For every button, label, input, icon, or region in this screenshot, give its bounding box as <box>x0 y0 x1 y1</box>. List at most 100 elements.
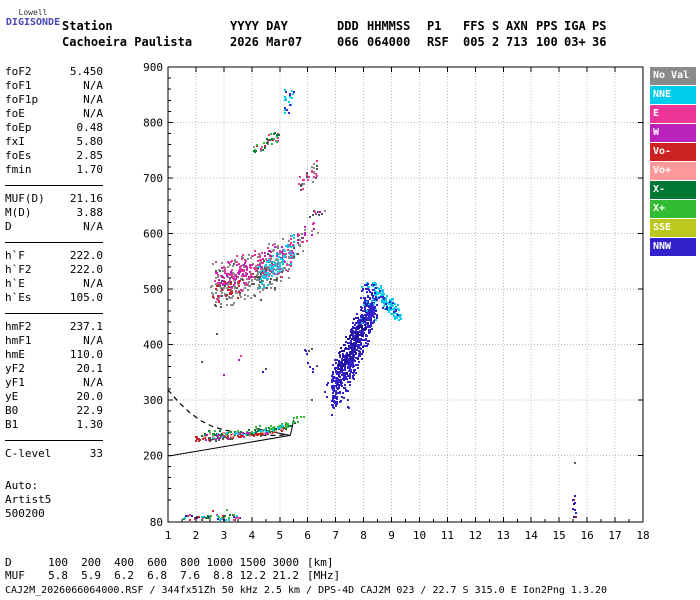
legend-item-vo-: Vo- <box>650 143 696 161</box>
param-value: 0.48 <box>76 121 104 134</box>
param-value: 237.1 <box>69 320 103 333</box>
muf-row-value: 5.8 <box>48 569 68 582</box>
legend-item-w: W <box>650 124 696 142</box>
legend-item-x-: X- <box>650 181 696 199</box>
muf-row-value: 6.8 <box>147 569 167 582</box>
digisonde-logo: Lowell DIGISONDE <box>4 8 62 28</box>
param-group-3: hmF2 237.1 hmF1 N/A hmE 110.0 yF2 20.1 yF1 N/A yE 2… <box>5 313 103 440</box>
param-value: 2.85 <box>76 149 104 162</box>
x-tick-label: 15 <box>553 529 566 542</box>
y-tick-label: 800 <box>143 116 163 129</box>
x-tick-label: 16 <box>580 529 593 542</box>
muf-row-label: MUF <box>5 569 25 582</box>
x-tick-label: 18 <box>636 529 649 542</box>
param-row-fof1p: foF1p N/A <box>5 93 103 107</box>
param-value: 222.0 <box>69 249 103 262</box>
y-tick-label: 900 <box>143 61 163 74</box>
header-col-value: 005 <box>463 35 485 49</box>
param-label: fxI <box>5 135 25 148</box>
header-column-ps: PS 36 <box>592 18 612 50</box>
header-col-label: IGA <box>564 19 586 33</box>
header-col-label: DDD <box>337 19 359 33</box>
x-tick-label: 11 <box>441 529 454 542</box>
param-label: B0 <box>5 404 19 417</box>
status-line: CAJ2M_2026066064000.RSF / 344fx51Zh 50 k… <box>5 585 608 596</box>
y-tick-label: 600 <box>143 227 163 240</box>
header-col-value: 713 <box>506 35 528 49</box>
header-column-hhmmss: HHMMSS 064000 <box>367 18 427 50</box>
parameter-panel: foF2 5.450 foF1 N/A foF1p N/A foE N/A foEp 0.48 fx… <box>5 62 103 521</box>
param-value: 5.80 <box>76 135 104 148</box>
d-row-label: D <box>5 556 12 569</box>
param-row-d: D N/A <box>5 220 103 234</box>
legend-item-e: E <box>650 105 696 123</box>
header-col-value: 064000 <box>367 35 411 49</box>
muf-row-value: 6.2 <box>114 569 134 582</box>
ionogram-svg: 1 2 3 4 5 6 7 8 9 10 11 12 13 14 15 16 17 188020030040050… <box>143 61 650 542</box>
tick-label-layer: 1 2 3 4 5 6 7 8 9 10 11 12 13 14 15 16 17 188020030040050… <box>143 61 650 542</box>
muf-row: MUF 5.8 5.9 6.2 6.8 7.6 8.8 12.2 21.2 [MHz] <box>5 569 340 582</box>
direction-legend: No Val NNE E W Vo- Vo+ X- X+ SSE NNW <box>650 67 696 257</box>
header-col-label: AXN <box>506 19 528 33</box>
x-tick-label: 5 <box>276 529 283 542</box>
header-column-ffs: FFS 005 <box>463 18 492 50</box>
muf-row-value: 7.6 <box>180 569 200 582</box>
param-value: N/A <box>83 93 103 106</box>
param-footer-line-1: Artist5 <box>5 493 52 506</box>
muf-row-value: 12.2 <box>239 569 267 582</box>
muf-row-unit: [MHz] <box>307 569 341 582</box>
param-value: N/A <box>83 376 103 389</box>
d-row-value: 400 <box>114 556 134 569</box>
param-row-fof1: foF1 N/A <box>5 79 103 93</box>
param-label: yF2 <box>5 362 25 375</box>
param-row-b1: B1 1.30 <box>5 418 103 432</box>
muf-row-value: 8.8 <box>213 569 233 582</box>
param-value: 1.70 <box>76 163 104 176</box>
header-col-value: 066 <box>337 35 359 49</box>
param-value: 110.0 <box>69 348 103 361</box>
param-label: hmE <box>5 348 25 361</box>
d-row-value: 200 <box>81 556 101 569</box>
param-footer-line-2: 500200 <box>5 507 45 520</box>
x-tick-label: 9 <box>388 529 395 542</box>
param-group-2: h`F 222.0 h`F2 222.0 h`E N/A h`Es 105.0 <box>5 242 103 313</box>
logo-lowell-text: Lowell <box>18 8 48 17</box>
param-group-0: foF2 5.450 foF1 N/A foF1p N/A foE N/A foEp 0.48 fx… <box>5 62 103 185</box>
param-value: 20.0 <box>76 390 104 403</box>
header-col-label: PS <box>592 19 607 33</box>
x-tick-label: 3 <box>221 529 228 542</box>
param-row-clevel: C-level 33 <box>5 447 103 461</box>
param-row-yf1: yF1 N/A <box>5 376 103 390</box>
header-col-value: 100 <box>536 35 558 49</box>
param-label: h`E <box>5 277 25 290</box>
param-value: 5.450 <box>69 65 103 78</box>
dashed-hf-curve <box>167 389 289 436</box>
muf-row-value: 5.9 <box>81 569 101 582</box>
legend-item-vo+: Vo+ <box>650 162 696 180</box>
d-row-unit: [km] <box>307 556 334 569</box>
header-col-value: 2026 Mar07 <box>230 35 303 49</box>
param-row-foe: foE N/A <box>5 107 103 121</box>
param-label: h`Es <box>5 291 32 304</box>
header-column-p1: P1 RSF <box>427 18 463 50</box>
param-group-4: C-level 33 <box>5 440 103 469</box>
y-tick-label: 80 <box>150 516 163 529</box>
axis-layer <box>167 66 644 523</box>
d-row-value: 100 <box>48 556 68 569</box>
param-row-fxi: fxI 5.80 <box>5 135 103 149</box>
param-label: foEs <box>5 149 32 162</box>
param-group-1: MUF(D) 21.16 M(D) 3.88 D N/A <box>5 185 103 242</box>
legend-item-nnw: NNW <box>650 238 696 256</box>
x-tick-label: 10 <box>413 529 426 542</box>
header-column-ddd: DDD 066 <box>337 18 367 50</box>
param-value: 33 <box>89 447 103 460</box>
d-row-value: 3000 <box>272 556 300 569</box>
param-value: N/A <box>83 107 103 120</box>
ionogram-plot: 1 2 3 4 5 6 7 8 9 10 11 12 13 14 15 16 17 18 80 200 300 400 50… <box>138 60 658 542</box>
param-row-hmf2: hmF2 237.1 <box>5 320 103 334</box>
legend-item-nne: NNE <box>650 86 696 104</box>
logo-digisonde-text: DIGISONDE <box>5 17 61 28</box>
param-label: C-level <box>5 447 52 460</box>
x-tick-label: 4 <box>249 529 256 542</box>
